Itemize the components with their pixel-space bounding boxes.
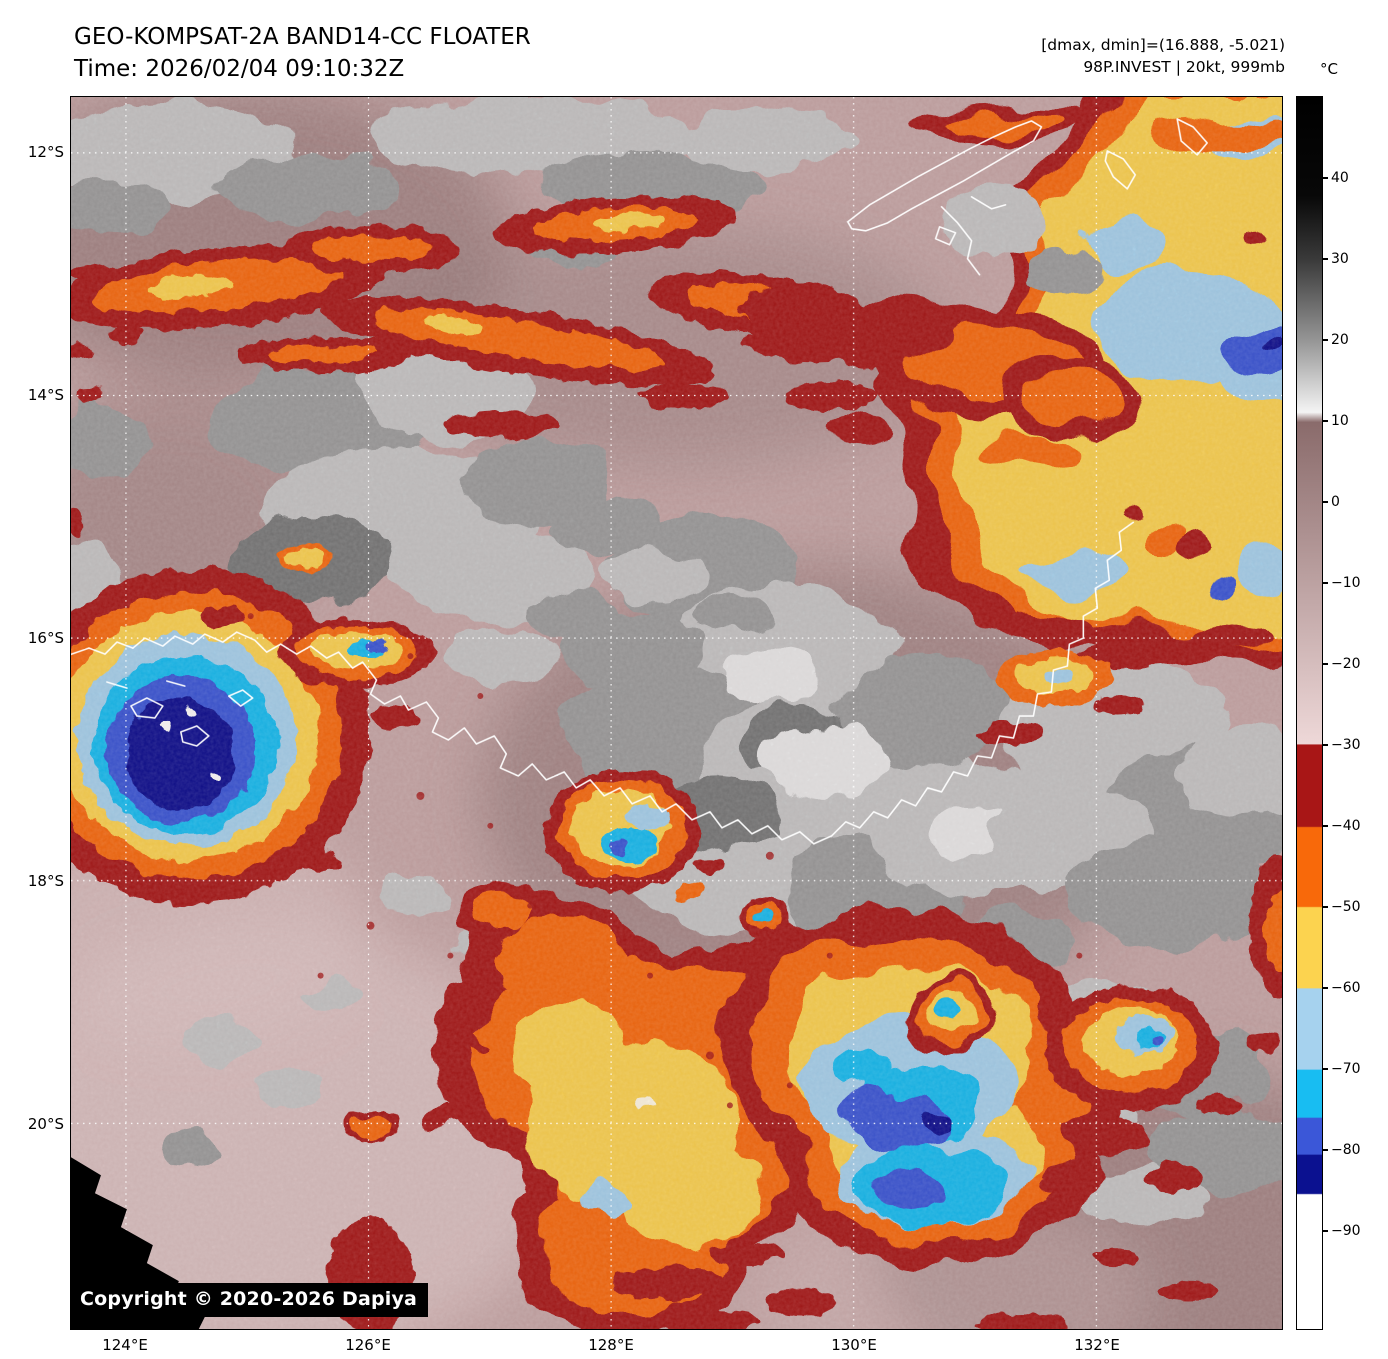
storm-info: 98P.INVEST | 20kt, 999mb bbox=[1083, 58, 1285, 76]
grain-overlay-light bbox=[71, 97, 1282, 1329]
colorbar-tick-label: −70 bbox=[1322, 1060, 1383, 1078]
colorbar-tick-label: −60 bbox=[1322, 979, 1383, 997]
colorbar-tick-label: −50 bbox=[1322, 898, 1383, 916]
coastlines bbox=[71, 118, 1208, 845]
colorbar-tick-label: −10 bbox=[1322, 574, 1383, 592]
satellite-map: Copyright © 2020-2026 Dapiya bbox=[70, 96, 1283, 1330]
header-info-block: [dmax, dmin]=(16.888, -5.021) 98P.INVEST… bbox=[1041, 34, 1285, 78]
lat-label: 14°S bbox=[27, 386, 64, 404]
lon-label: 126°E bbox=[345, 1336, 391, 1354]
colorbar-tick-label: 0 bbox=[1322, 493, 1383, 511]
colorbar-tick-label: 40 bbox=[1322, 169, 1383, 187]
lon-label: 130°E bbox=[831, 1336, 877, 1354]
satellite-image bbox=[71, 97, 1282, 1329]
range-info: [dmax, dmin]=(16.888, -5.021) bbox=[1041, 36, 1285, 54]
colorbar bbox=[1296, 96, 1323, 1330]
lat-label: 16°S bbox=[27, 629, 64, 647]
colorbar-tick-label: −90 bbox=[1322, 1222, 1383, 1240]
colorbar-tick-label: −20 bbox=[1322, 655, 1383, 673]
graticule bbox=[71, 97, 1282, 1329]
lat-label: 20°S bbox=[27, 1115, 64, 1133]
lat-label: 12°S bbox=[27, 143, 64, 161]
colorbar-tick-label: 10 bbox=[1322, 412, 1383, 430]
timestamp: Time: 2026/02/04 09:10:32Z bbox=[74, 56, 405, 82]
page-title: GEO-KOMPSAT-2A BAND14-CC FLOATER bbox=[74, 24, 531, 50]
colorbar-tick-label: −30 bbox=[1322, 736, 1383, 754]
colorbar-tick-label: 30 bbox=[1322, 250, 1383, 268]
colorbar-tick-label: −80 bbox=[1322, 1141, 1383, 1159]
lat-label: 18°S bbox=[27, 872, 64, 890]
lon-label: 124°E bbox=[102, 1336, 148, 1354]
copyright-badge: Copyright © 2020-2026 Dapiya bbox=[71, 1283, 429, 1317]
colorbar-unit-label: °C bbox=[1320, 60, 1338, 78]
lon-label: 132°E bbox=[1074, 1336, 1120, 1354]
colorbar-tick-label: −40 bbox=[1322, 817, 1383, 835]
lon-label: 128°E bbox=[588, 1336, 634, 1354]
colorbar-tick-label: 20 bbox=[1322, 331, 1383, 349]
